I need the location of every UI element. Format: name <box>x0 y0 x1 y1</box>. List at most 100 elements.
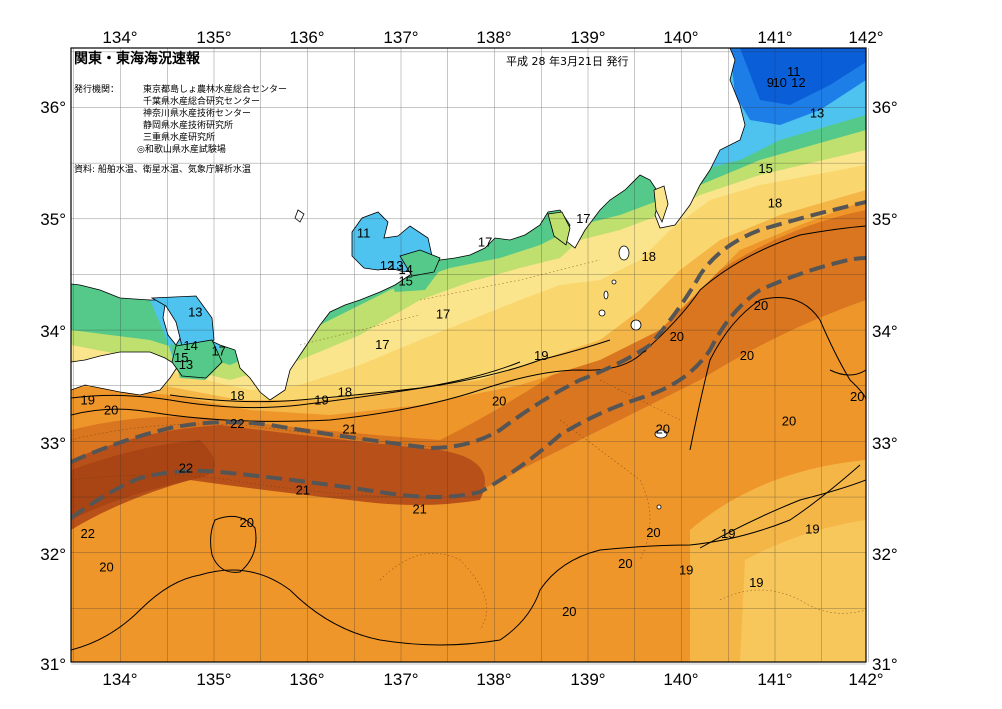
isotherm-label: 19 <box>679 563 693 578</box>
kozushima <box>598 309 606 317</box>
isotherm-label: 19 <box>534 348 548 363</box>
isotherms <box>71 225 866 651</box>
miyakejima <box>630 319 642 331</box>
aogashima <box>656 504 662 510</box>
isotherm-label: 11 <box>357 225 371 240</box>
isotherm-20-eddy <box>210 515 257 573</box>
toshima <box>611 279 617 285</box>
data-source: 資料: 船舶水温、衛星水温、気象庁解析水温 <box>74 163 251 175</box>
lon-label-top-142: 142° <box>848 28 883 47</box>
isotherm-label: 18 <box>768 195 782 210</box>
lat-label-right-35: 35° <box>872 210 898 229</box>
lon-label-bottom-139: 139° <box>570 670 605 689</box>
isotherm-label: 20 <box>618 556 632 571</box>
kuroshio-axis-north <box>71 200 866 464</box>
isotherm-label: 19 <box>749 575 763 590</box>
lon-label-bottom-141: 141° <box>757 670 792 689</box>
isotherm-label: 17 <box>211 343 225 358</box>
niijima <box>603 290 609 300</box>
header-box: 関東・東海海況速報 発行機関： 東京都島しょ農林水産総合センター 千葉県水産総合… <box>74 50 628 175</box>
isotherm-20-south <box>71 464 861 651</box>
isotherm-label: 19 <box>805 522 819 537</box>
report-title: 関東・東海海況速報 <box>74 50 201 67</box>
lat-label-left-31: 31° <box>40 655 66 674</box>
isotherm-20-north <box>71 225 866 422</box>
isotherm-20-small <box>829 369 866 376</box>
isotherm-label: 18 <box>338 385 352 400</box>
isotherm-label: 21 <box>296 483 310 498</box>
kuroshio-axis-south <box>71 256 866 520</box>
lon-label-top-140: 140° <box>663 28 698 47</box>
isotherm-label: 17 <box>478 234 492 249</box>
lon-label-top-141: 141° <box>757 28 792 47</box>
isotherm-label: 12 <box>791 75 805 90</box>
lon-labels-top: 134° 135° 136° 137° 138° 139° 140° 141° … <box>102 28 883 47</box>
isotherm-label: 17 <box>576 211 590 226</box>
isotherm-label: 20 <box>670 329 684 344</box>
isotherm-label: 19 <box>314 392 328 407</box>
isotherm-label: 20 <box>239 515 253 530</box>
lon-label-bottom-142: 142° <box>848 670 883 689</box>
lat-labels-right: 36° 35° 34° 33° 32° 31° <box>872 98 898 674</box>
lon-label-bottom-134: 134° <box>102 670 137 689</box>
lon-label-top-138: 138° <box>476 28 511 47</box>
isotherm-label: 22 <box>81 526 95 541</box>
isotherm-label: 17 <box>436 307 450 322</box>
lat-label-right-31: 31° <box>872 655 898 674</box>
lon-label-bottom-138: 138° <box>476 670 511 689</box>
isotherm-label: 15 <box>174 350 188 365</box>
lon-label-bottom-140: 140° <box>663 670 698 689</box>
isotherm-label: 20 <box>740 348 754 363</box>
map-frame <box>70 47 867 663</box>
isotherm-label: 20 <box>492 394 506 409</box>
isotherm-label: 14 <box>183 338 197 353</box>
isotherm-label: 20 <box>754 298 768 313</box>
tokyo-bay <box>653 185 669 224</box>
lon-label-top-134: 134° <box>102 28 137 47</box>
lat-label-left-35: 35° <box>40 210 66 229</box>
isotherm-label: 14 <box>398 262 412 277</box>
isotherm-label: 15 <box>758 161 772 176</box>
isotherm-label: 13 <box>179 357 193 372</box>
mikawa-bay <box>399 249 441 277</box>
hachijojima <box>654 429 668 439</box>
kii-channel <box>171 339 223 379</box>
lat-labels-left: 36° 35° 34° 33° 32° 31° <box>40 98 66 674</box>
issuer-6: ◎和歌山県水産試験場 <box>137 143 226 155</box>
lon-label-bottom-135: 135° <box>196 670 231 689</box>
isotherm-label: 19 <box>81 392 95 407</box>
lat-label-left-33: 33° <box>40 434 66 453</box>
isotherm-label: 22 <box>179 460 193 475</box>
isotherm-label: 18 <box>230 388 244 403</box>
lat-label-left-36: 36° <box>40 98 66 117</box>
isotherm-label: 9 <box>767 75 774 90</box>
lon-label-top-136: 136° <box>289 28 324 47</box>
lat-label-left-34: 34° <box>40 322 66 341</box>
issue-date: 平成 28 年3月21日 発行 <box>506 54 628 68</box>
lon-labels-bottom: 134° 135° 136° 137° 138° 139° 140° 141° … <box>102 670 883 689</box>
bays <box>150 185 669 379</box>
issuers-label: 発行機関： <box>74 83 119 95</box>
issuer-1: 東京都島しょ農林水産総合センター <box>143 83 287 95</box>
kuroshio-axis <box>71 200 866 520</box>
isotherm-label: 12 <box>380 258 394 273</box>
isotherm-label: 20 <box>782 414 796 429</box>
lon-label-top-139: 139° <box>570 28 605 47</box>
isotherm-label: 20 <box>850 389 864 404</box>
lat-label-right-33: 33° <box>872 434 898 453</box>
isotherm-label: 21 <box>412 502 426 517</box>
lat-label-right-32: 32° <box>872 545 898 564</box>
isotherm-label: 20 <box>656 421 670 436</box>
issuer-5: 三重県水産研究所 <box>143 131 215 143</box>
isotherm-19 <box>71 339 611 409</box>
isotherm-label: 22 <box>230 416 244 431</box>
lon-label-top-137: 137° <box>383 28 418 47</box>
issuer-2: 千葉県水産総合研究センター <box>143 95 260 107</box>
isotherm-19-east <box>699 479 866 549</box>
isotherm-label: 15 <box>398 273 412 288</box>
isotherm-label: 11 <box>787 64 801 79</box>
suruga-bay <box>547 211 571 246</box>
lat-label-right-34: 34° <box>872 322 898 341</box>
graticule <box>71 48 869 665</box>
